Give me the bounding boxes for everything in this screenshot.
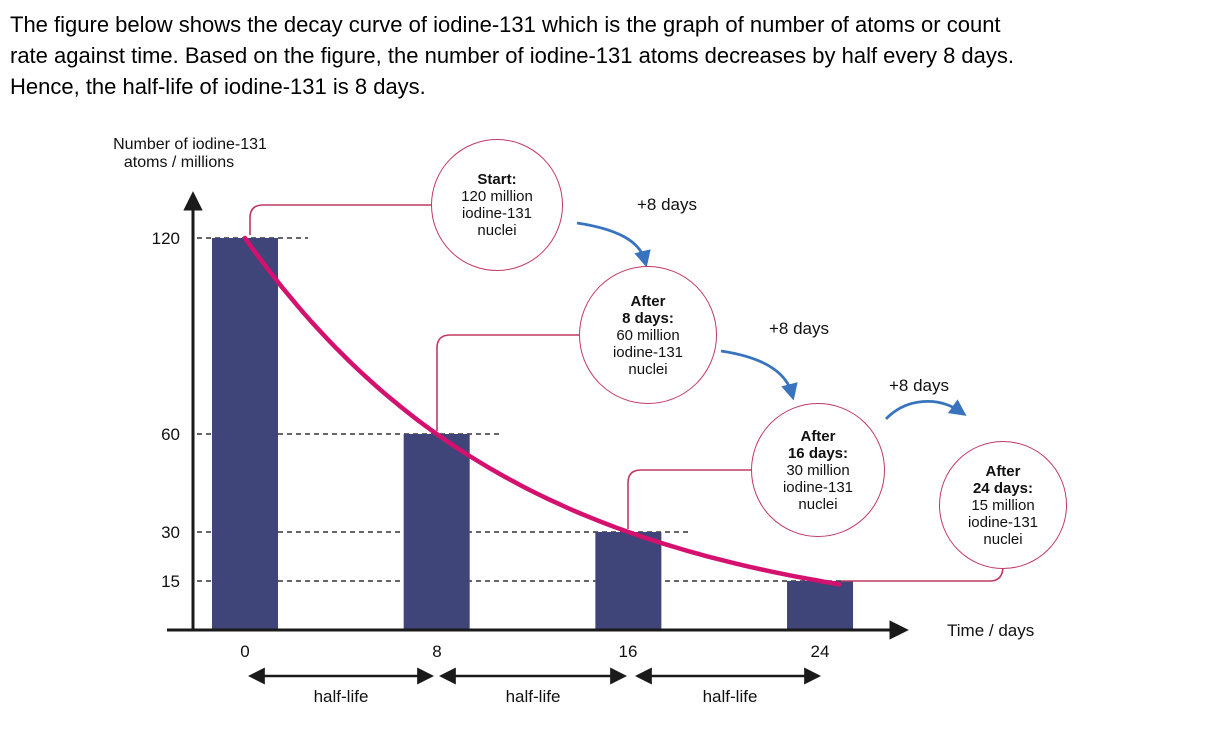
callout-title: 24 days: xyxy=(972,479,1034,497)
y-axis-title: atoms / millions xyxy=(124,154,234,171)
connector-start xyxy=(249,204,434,235)
callout-line: iodine-131 xyxy=(782,478,854,496)
y-tick-label: 30 xyxy=(161,523,180,542)
connector-after-16-days xyxy=(627,469,754,529)
plus-8-days-arrow-icon xyxy=(884,399,967,420)
interval-label: +8 days xyxy=(889,376,949,395)
bar-day-16 xyxy=(595,532,662,630)
callout-title: 16 days: xyxy=(787,444,849,462)
callout-line: 60 million xyxy=(616,326,680,344)
intro-paragraph: The figure below shows the decay curve o… xyxy=(10,9,1014,102)
callout-line: nuclei xyxy=(628,360,668,378)
callout-title: After xyxy=(800,427,836,445)
half-life-label: half-life xyxy=(506,687,561,706)
callout-after-8-days: After 8 days: 60 million iodine-131 nucl… xyxy=(579,266,717,404)
y-tick-label: 60 xyxy=(161,425,180,444)
bar-day-0 xyxy=(212,238,278,630)
x-tick-label: 8 xyxy=(432,642,441,661)
callout-line: 120 million xyxy=(461,188,533,205)
decay-curve xyxy=(242,235,842,587)
y-tick-label: 120 xyxy=(152,229,180,248)
x-axis-title: Time / days xyxy=(947,621,1034,640)
y-tick-label: 15 xyxy=(161,572,180,591)
interval-label: +8 days xyxy=(637,195,697,214)
callout-line: iodine-131 xyxy=(461,205,533,222)
flow-arrows xyxy=(576,221,967,420)
intro-line: The figure below shows the decay curve o… xyxy=(10,12,1001,37)
plus-8-days-arrow-icon xyxy=(720,349,798,401)
callout-title: After xyxy=(630,292,666,310)
y-axis-title: Number of iodine-131 xyxy=(113,136,267,153)
callout-start: Start: 120 million iodine-131 nuclei xyxy=(431,139,563,271)
callout-line: nuclei xyxy=(798,495,838,513)
callout-title: After xyxy=(985,462,1021,480)
interval-label: +8 days xyxy=(769,319,829,338)
half-life-label: half-life xyxy=(703,687,758,706)
callout-after-24-days: After 24 days: 15 million iodine-131 nuc… xyxy=(939,441,1067,569)
connector-after-24-days xyxy=(841,565,1004,582)
callout-line: iodine-131 xyxy=(612,343,684,361)
callout-line: 30 million xyxy=(786,461,850,479)
intro-line: rate against time. Based on the figure, … xyxy=(10,43,1015,68)
half-life-label: half-life xyxy=(314,687,369,706)
bars xyxy=(212,238,854,630)
gridlines xyxy=(197,237,845,582)
callout-line: 15 million xyxy=(971,496,1035,514)
plus-8-days-arrow-icon xyxy=(576,221,651,268)
callout-line: nuclei xyxy=(477,222,517,239)
connector-after-8-days xyxy=(436,334,582,431)
x-tick-label: 0 xyxy=(240,642,249,661)
callout-title: Start: xyxy=(477,171,517,188)
callout-line: nuclei xyxy=(983,530,1023,548)
intro-line: Hence, the half-life of iodine-131 is 8 … xyxy=(10,74,426,99)
callout-title: 8 days: xyxy=(622,309,674,327)
callout-line: iodine-131 xyxy=(967,513,1039,531)
bar-day-24 xyxy=(787,581,854,630)
x-tick-label: 24 xyxy=(811,642,830,661)
bar-day-8 xyxy=(403,434,470,630)
x-tick-label: 16 xyxy=(619,642,638,661)
callout-after-16-days: After 16 days: 30 million iodine-131 nuc… xyxy=(751,403,885,537)
